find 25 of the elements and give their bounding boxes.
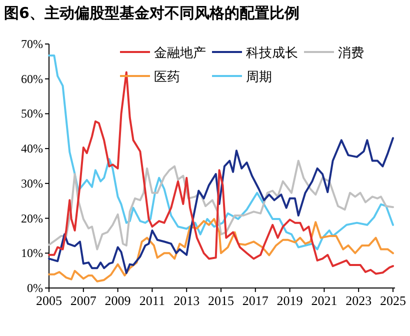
x-tick-label: 2005 bbox=[36, 293, 62, 308]
x-tick-label: 2021 bbox=[311, 293, 338, 308]
y-tick-label: 50% bbox=[21, 106, 43, 121]
y-tick-label: 70% bbox=[21, 37, 43, 51]
legend-label: 金融地产 bbox=[154, 46, 206, 61]
y-tick-label: 20% bbox=[21, 211, 43, 226]
y-tick-label: 60% bbox=[21, 72, 43, 86]
x-tick-label: 2023 bbox=[346, 293, 372, 308]
x-tick-label: 2007 bbox=[70, 293, 97, 308]
legend-label: 消费 bbox=[338, 46, 364, 61]
y-tick-label: 40% bbox=[21, 142, 43, 156]
x-tick-label: 2025 bbox=[380, 293, 406, 308]
legend-label: 周期 bbox=[246, 70, 272, 85]
x-tick-label: 2017 bbox=[242, 293, 269, 308]
y-tick-label: 10% bbox=[21, 246, 43, 260]
y-tick-label: 30% bbox=[21, 176, 43, 190]
legend-label: 医药 bbox=[154, 70, 180, 85]
chart-title: 图6、主动偏股型基金对不同风格的配置比例 bbox=[4, 4, 300, 22]
y-tick-label: 0% bbox=[27, 281, 43, 295]
x-tick-label: 2013 bbox=[174, 293, 200, 308]
x-tick-label: 2009 bbox=[104, 293, 131, 308]
legend-label: 科技成长 bbox=[246, 46, 298, 61]
x-tick-label: 2019 bbox=[276, 293, 303, 308]
x-tick-label: 2011 bbox=[139, 293, 165, 308]
x-tick-label: 2015 bbox=[208, 293, 234, 308]
